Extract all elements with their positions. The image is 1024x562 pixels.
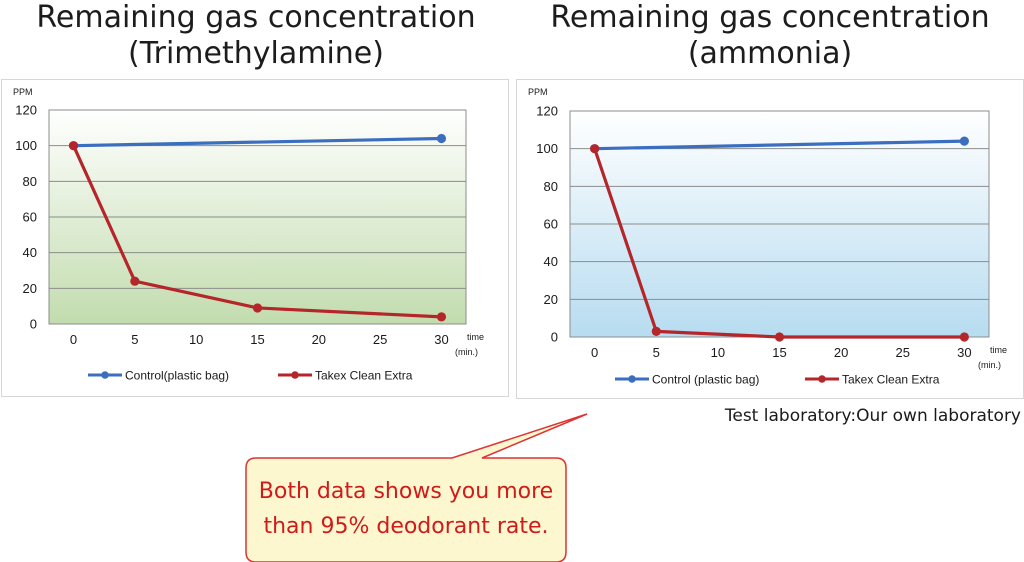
y-axis-label: PPM: [528, 87, 548, 97]
y-tick-label: 120: [536, 104, 558, 119]
legend-label: Takex Clean Extra: [842, 373, 940, 387]
x-tick-label: 25: [373, 332, 387, 347]
y-axis-label: PPM: [13, 87, 33, 97]
x-tick-label: 25: [896, 345, 910, 360]
data-point: [436, 312, 447, 322]
y-tick-label: 20: [544, 292, 558, 307]
test-laboratory-caption: Test laboratory:Our own laboratory: [724, 406, 1021, 426]
y-tick-label: 0: [551, 330, 558, 345]
x-tick-label: 20: [312, 332, 326, 347]
x-tick-label: 30: [434, 332, 448, 347]
x-tick-label: 10: [711, 345, 725, 360]
y-tick-label: 0: [30, 317, 37, 332]
line-chart-ammonia: 0 20 40 60 80 100 120 0 5 10 15 20 25 30 PPM time (min.)…: [528, 87, 1007, 387]
chart-panel-trimethylamine: 0 20 40 60 80 100 120 0 5 10 15 20 25 30 PPM time (min.)…: [1, 79, 509, 397]
callout-line-2: than 95% deodorant rate.: [263, 514, 549, 539]
y-tick-label: 20: [23, 281, 37, 296]
title-line-1: Remaining gas concentration: [36, 0, 476, 35]
x-axis-label: (min.): [455, 347, 478, 357]
title-line-1: Remaining gas concentration: [550, 0, 990, 35]
data-point: [774, 332, 785, 342]
data-point: [959, 136, 969, 146]
legend-swatch-marker: [101, 371, 109, 379]
x-tick-label: 5: [653, 345, 660, 360]
title-line-2: (Trimethylamine): [128, 36, 384, 71]
y-tick-label: 60: [23, 210, 37, 225]
y-tick-label: 100: [15, 138, 37, 153]
legend-swatch-marker: [291, 371, 299, 379]
data-point: [252, 303, 263, 313]
series-line: [72, 145, 442, 319]
y-tick-label: 120: [15, 103, 37, 118]
x-tick-label: 0: [70, 332, 77, 347]
data-point: [590, 144, 600, 154]
legend-label: Control (plastic bag): [652, 373, 759, 387]
legend-label: Control(plastic bag): [125, 369, 229, 383]
series-line: [593, 148, 965, 339]
y-tick-label: 40: [23, 245, 37, 260]
x-tick-label: 30: [957, 345, 971, 360]
callout-text: Both data shows you more than 95% deodor…: [245, 474, 567, 544]
title-line-2: (ammonia): [687, 36, 853, 71]
chart-title-ammonia: Remaining gas concentration (ammonia): [516, 0, 1024, 72]
legend-swatch-marker: [818, 375, 826, 383]
y-tick-label: 100: [536, 141, 558, 156]
x-tick-label: 15: [250, 332, 264, 347]
legend-label: Takex Clean Extra: [315, 369, 413, 383]
series-line: [73, 136, 442, 148]
x-tick-label: 0: [591, 345, 598, 360]
callout-line-1: Both data shows you more: [258, 479, 554, 504]
y-tick-label: 80: [544, 179, 558, 194]
series-line: [594, 139, 965, 151]
data-point: [68, 141, 79, 151]
x-axis-label: (min.): [978, 360, 1001, 370]
legend-swatch-marker: [628, 375, 636, 383]
y-tick-label: 80: [23, 174, 37, 189]
data-point: [130, 276, 140, 286]
y-tick-label: 60: [544, 217, 558, 232]
x-tick-label: 20: [834, 345, 848, 360]
x-tick-label: 10: [189, 332, 203, 347]
data-point: [651, 326, 661, 336]
x-axis-label: time: [467, 332, 484, 342]
data-point: [959, 332, 969, 342]
x-tick-label: 15: [772, 345, 786, 360]
data-point: [436, 133, 447, 144]
line-chart-trimethylamine: 0 20 40 60 80 100 120 0 5 10 15 20 25 30 PPM time (min.)…: [13, 87, 484, 383]
x-tick-label: 5: [131, 332, 138, 347]
chart-title-trimethylamine: Remaining gas concentration (Trimethylam…: [0, 0, 512, 72]
x-axis-label: time: [990, 345, 1007, 355]
y-tick-label: 40: [544, 254, 558, 269]
chart-panel-ammonia: 0 20 40 60 80 100 120 0 5 10 15 20 25 30 PPM time (min.)…: [516, 79, 1024, 399]
